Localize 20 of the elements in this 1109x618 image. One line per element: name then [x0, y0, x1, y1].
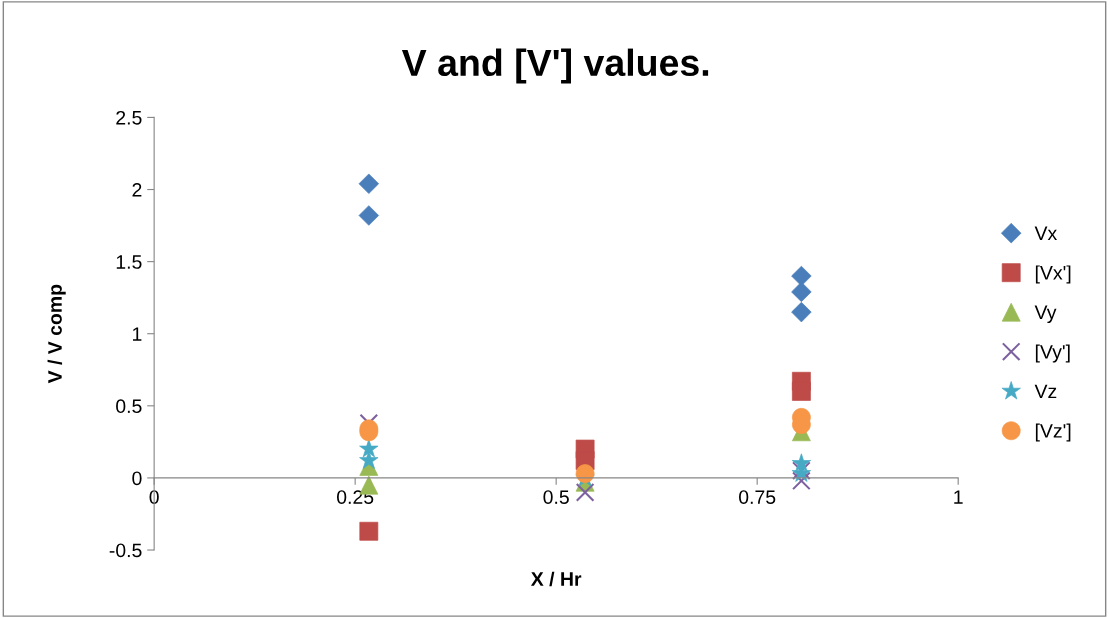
y-axis-title: V / V comp [47, 284, 66, 384]
y-tick-label: 1 [133, 327, 142, 341]
y-tick-label: -0.5 [109, 543, 142, 558]
x-tick-label: 0.75 [739, 490, 776, 505]
y-tick-label: 0 [132, 471, 142, 486]
legend-label: Vz [1034, 384, 1057, 399]
legend-label: [Vy'] [1035, 344, 1070, 363]
y-tick-label: 2 [132, 182, 142, 197]
x-axis-title: X / Hr [530, 571, 582, 587]
x-tick-label: 1 [954, 490, 963, 504]
chart-title: V and [V'] values. [401, 48, 709, 84]
y-tick-label: 0.5 [116, 399, 142, 414]
y-tick-label: 1.5 [116, 255, 142, 269]
legend-label: [Vz'] [1035, 423, 1071, 442]
x-tick-label: 0.5 [543, 490, 569, 505]
x-tick-label: 0 [149, 490, 159, 505]
legend-label: [Vx'] [1035, 265, 1071, 284]
y-tick-label: 2.5 [116, 110, 142, 125]
legend-label: Vx [1034, 226, 1058, 240]
legend-label: Vy [1034, 305, 1057, 324]
